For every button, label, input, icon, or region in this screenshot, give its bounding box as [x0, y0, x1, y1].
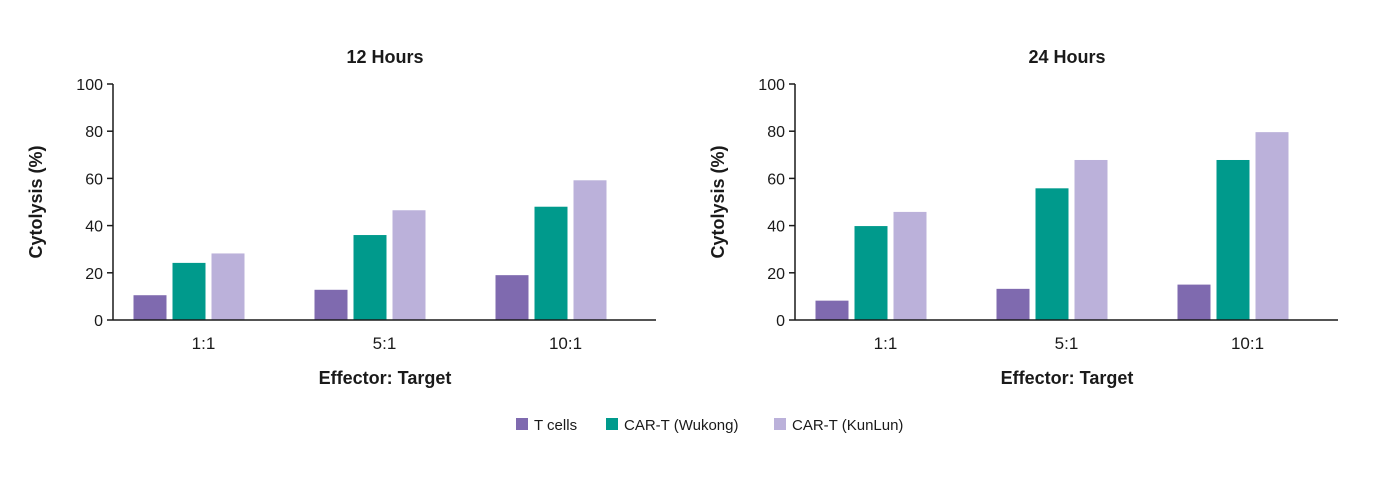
bar-car-t-kunlun-5-1	[1074, 159, 1108, 320]
bar-car-t-wukong-1-1	[172, 262, 206, 320]
bar-t-cells-10-1	[495, 275, 529, 320]
bar-car-t-kunlun-10-1	[573, 180, 607, 320]
y-tick-label: 40	[85, 219, 103, 236]
legend-label: T cells	[534, 417, 577, 434]
legend-label: CAR-T (Wukong)	[624, 417, 738, 434]
legend-label: CAR-T (KunLun)	[792, 417, 903, 434]
y-tick-label: 100	[76, 77, 103, 94]
y-tick-label: 0	[94, 313, 103, 330]
chart-title: 24 Hours	[1028, 47, 1105, 67]
bar-t-cells-5-1	[996, 288, 1030, 320]
y-tick-label: 20	[85, 266, 103, 283]
x-tick-label: 5:1	[373, 334, 397, 353]
y-axis-label: Cytolysis (%)	[708, 145, 728, 258]
bar-car-t-kunlun-5-1	[392, 210, 426, 320]
y-tick-label: 20	[767, 266, 785, 283]
y-tick-label: 60	[767, 171, 785, 188]
legend-swatch-car-t-wukong	[606, 418, 618, 430]
bar-car-t-kunlun-1-1	[893, 211, 927, 320]
bar-t-cells-1-1	[133, 295, 167, 320]
bar-t-cells-5-1	[314, 289, 348, 320]
y-tick-label: 40	[767, 219, 785, 236]
x-tick-label: 5:1	[1055, 334, 1079, 353]
chart-24-hours: 24 Hours Cytolysis (%) Effector: Target 1:1…	[708, 47, 1338, 388]
bar-car-t-kunlun-10-1	[1255, 132, 1289, 320]
bar-t-cells-10-1	[1177, 284, 1211, 320]
y-tick-label: 60	[85, 171, 103, 188]
y-tick-label: 0	[776, 313, 785, 330]
y-tick-label: 80	[767, 124, 785, 141]
y-tick-label: 100	[758, 77, 785, 94]
bar-car-t-wukong-10-1	[534, 206, 568, 320]
x-tick-label: 10:1	[549, 334, 582, 353]
chart-title: 12 Hours	[346, 47, 423, 67]
bar-car-t-kunlun-1-1	[211, 253, 245, 320]
x-axis-label: Effector: Target	[319, 368, 452, 388]
legend-swatch-t-cells	[516, 418, 528, 430]
chart-12-hours: 12 Hours Cytolysis (%) Effector: Target 1:1…	[26, 47, 656, 388]
x-axis-label: Effector: Target	[1001, 368, 1134, 388]
bar-t-cells-1-1	[815, 300, 849, 320]
bar-car-t-wukong-1-1	[854, 226, 888, 320]
bar-car-t-wukong-10-1	[1216, 159, 1250, 320]
bar-car-t-wukong-5-1	[353, 235, 387, 320]
legend: T cells CAR-T (Wukong) CAR-T (KunLun)	[516, 417, 903, 434]
legend-swatch-car-t-kunlun	[774, 418, 786, 430]
bar-car-t-wukong-5-1	[1035, 188, 1069, 320]
x-tick-label: 10:1	[1231, 334, 1264, 353]
y-axis-label: Cytolysis (%)	[26, 145, 46, 258]
y-tick-label: 80	[85, 124, 103, 141]
x-tick-label: 1:1	[192, 334, 216, 353]
x-tick-label: 1:1	[874, 334, 898, 353]
